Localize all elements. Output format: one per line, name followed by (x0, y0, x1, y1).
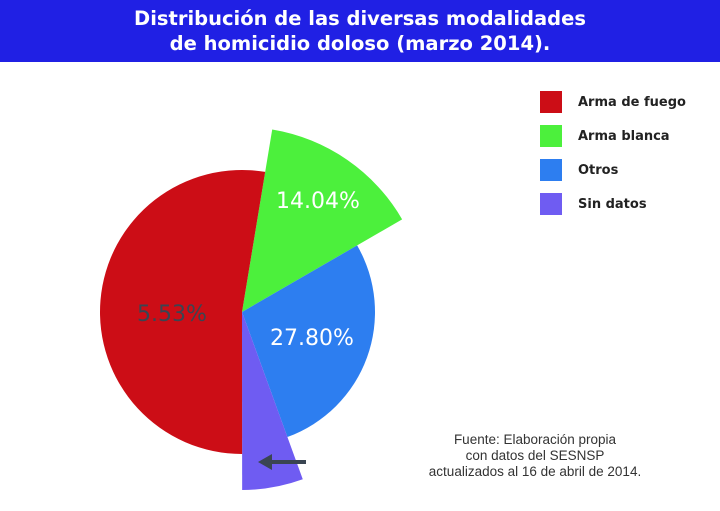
data-label: 27.80% (270, 326, 354, 351)
data-label: 14.04% (276, 189, 360, 214)
legend-item-arma-de-fuego: Arma de fuego (540, 85, 686, 119)
title-line-1: Distribución de las diversas modalidades (134, 7, 586, 30)
legend-swatch (540, 91, 562, 113)
pie-slice-arma-de-fuego (100, 170, 266, 454)
legend-swatch (540, 193, 562, 215)
legend-item-arma-blanca: Arma blanca (540, 119, 686, 153)
chart-title: Distribución de las diversas modalidades… (0, 0, 720, 62)
data-label: 52.62% (303, 452, 387, 477)
arrow-head-icon (258, 454, 272, 470)
legend-item-sin-datos: Sin datos (540, 187, 686, 221)
legend-swatch (540, 125, 562, 147)
pie-slice-otros (242, 245, 375, 438)
source-line: Fuente: Elaboración propia (453, 432, 617, 447)
data-label: 5.53% (137, 302, 207, 327)
pie-slice-sin-datos (242, 312, 303, 490)
legend: Arma de fuego Arma blanca Otros Sin dato… (540, 85, 686, 221)
pie-slice-arma-blanca (242, 129, 403, 312)
title-line-2: de homicidio doloso (marzo 2014). (169, 32, 551, 55)
legend-swatch (540, 159, 562, 181)
source-line: actualizados al 16 de abril de 2014. (428, 464, 642, 479)
legend-item-otros: Otros (540, 153, 686, 187)
source-note: Fuente: Elaboración propia con datos del… (420, 432, 650, 480)
source-line: con datos del SESNSP (465, 448, 605, 463)
